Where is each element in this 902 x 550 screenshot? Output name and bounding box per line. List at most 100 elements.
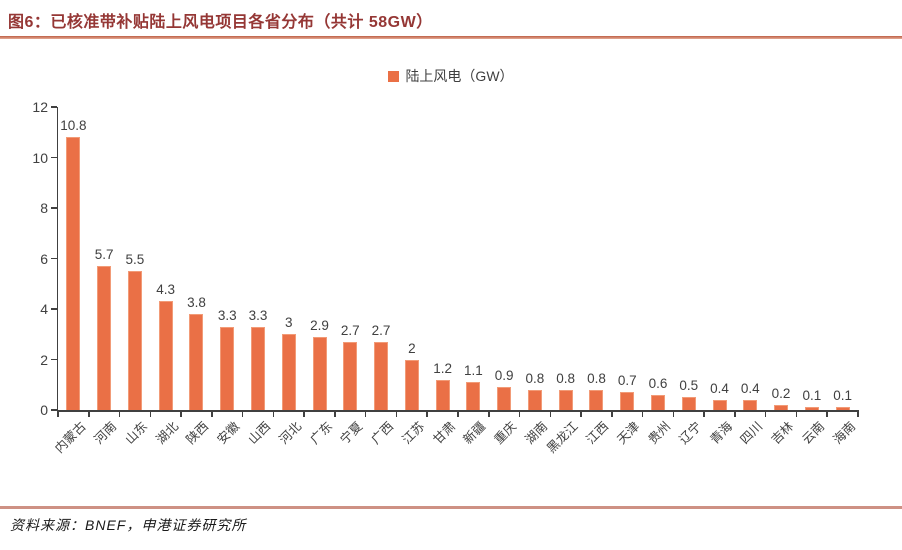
bar-value-label: 3.3 [217,307,237,323]
bar-chart: 0 2 4 6 8 10 12 10.8 内蒙古 5.7 河南 5.5 山东 4.3 湖北 3.8 陕西 3.3 安… [32,99,859,456]
x-axis-label: 青海 [707,419,735,447]
bar [466,382,481,410]
x-axis-label: 云南 [799,419,828,447]
bar-value-label: 0.6 [648,375,668,391]
y-axis-label: 10 [32,149,48,166]
bar [343,341,358,410]
bar [127,271,142,410]
x-axis-tick [426,410,428,417]
y-axis-tick [51,106,57,108]
bar [97,266,112,410]
bar-value-label: 0.5 [679,378,699,394]
x-axis-label: 广东 [307,419,335,447]
bar [835,407,850,410]
bar [66,137,81,410]
y-axis-tick [51,409,57,411]
x-axis-tick [580,410,582,417]
x-axis-label: 新疆 [460,419,489,447]
x-axis-tick [764,410,767,417]
x-axis-label: 辽宁 [676,419,704,447]
bar-value-label: 5.7 [94,247,114,263]
x-axis-tick [180,410,182,417]
x-axis-label: 山东 [122,419,151,447]
x-axis-tick [57,410,59,417]
bar-value-label: 2 [408,340,416,356]
bar-value-label: 0.8 [525,370,545,386]
x-axis-tick [795,410,798,417]
x-axis-tick [518,410,521,417]
x-axis-label: 江西 [584,419,612,447]
x-axis-label: 四川 [737,419,766,447]
bar-value-label: 0.4 [740,380,760,396]
bar [804,407,819,410]
x-axis-label: 陕西 [184,419,212,447]
x-axis-label: 河北 [276,419,304,447]
bar [220,326,235,410]
x-axis-label: 广西 [368,419,397,447]
x-axis-label: 贵州 [645,419,674,447]
x-axis-label: 重庆 [491,419,520,447]
legend-label: 陆上风电（GW） [405,68,514,84]
footer-divider [0,506,902,509]
x-axis-tick [457,410,459,417]
x-axis-tick [549,410,552,417]
bar-value-label: 0.8 [587,370,606,386]
x-axis-label: 湖北 [153,419,181,447]
y-axis-tick [51,308,57,310]
y-axis-tick [51,156,57,159]
x-axis-tick [641,410,644,417]
bar-value-label: 5.5 [125,252,145,268]
bar-value-label: 10.8 [60,118,87,134]
x-axis-tick [241,410,244,417]
bar-value-label: 2.7 [371,322,391,338]
bar [189,314,204,410]
bar-value-label: 3 [285,315,293,331]
x-axis-label: 山西 [245,419,274,447]
x-axis-tick [211,410,213,417]
bar [743,399,758,410]
bar-value-label: 0.7 [617,373,637,389]
x-axis-tick [857,410,859,417]
y-axis-label: 4 [40,301,48,317]
x-axis-tick [672,410,675,417]
source-note: 资料来源：BNEF，申港证券研究所 [10,517,247,533]
bar-value-label: 2.7 [340,322,360,338]
x-axis-label: 安徽 [214,419,243,447]
y-axis-label: 12 [32,99,48,115]
bar [558,389,573,410]
x-axis-tick [364,410,367,417]
x-axis-tick [272,410,275,417]
x-axis-label: 海南 [830,419,858,447]
x-axis-tick [334,410,336,417]
x-axis-tick [149,410,152,417]
x-axis-tick [611,410,613,417]
title-divider [0,36,902,39]
bar-value-label: 0.8 [556,370,576,386]
bar [281,334,296,410]
x-axis-label: 黑龙江 [544,419,581,456]
bar-value-label: 0.9 [494,368,514,384]
y-axis-label: 8 [40,200,48,216]
bar-value-label: 3.8 [187,295,206,311]
x-axis-label: 天津 [614,419,643,447]
y-axis-label: 2 [40,351,48,368]
x-axis-tick [734,410,736,417]
x-axis-label: 江苏 [399,419,428,447]
bar [651,394,665,410]
bar-value-label: 2.9 [310,317,329,333]
x-axis-tick [303,410,305,417]
bar [374,341,389,410]
bar [527,389,542,410]
x-axis-label: 宁夏 [337,419,366,447]
bar [404,359,419,410]
bar [589,389,604,410]
y-axis-tick [51,257,57,260]
x-axis-tick [88,410,90,417]
x-axis-label: 甘肃 [430,419,458,447]
figure-title: 图6：已核准带补贴陆上风电项目各省分布（共计 58GW） [8,14,433,31]
bar [312,336,327,410]
bar-value-label: 3.3 [248,307,268,323]
x-axis-tick [826,410,828,417]
bar-value-label: 0.2 [771,385,791,401]
